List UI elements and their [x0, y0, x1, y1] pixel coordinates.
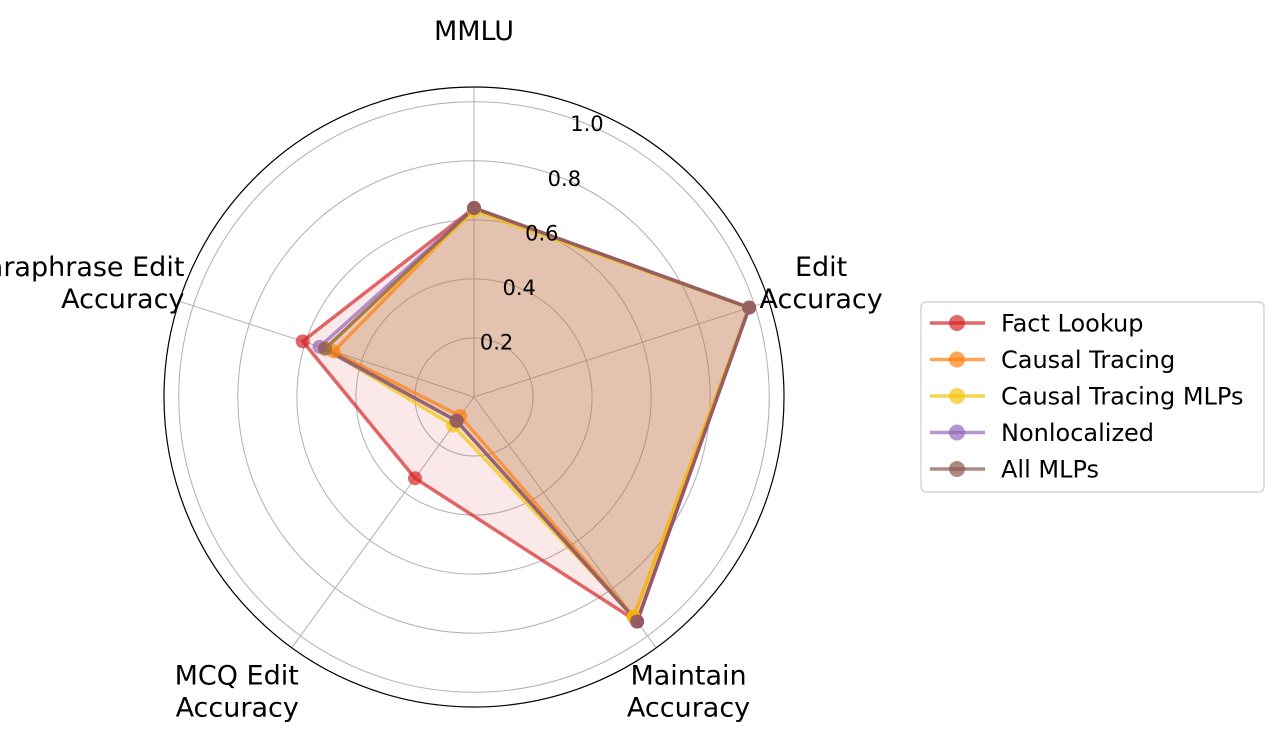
- polar-frame: [163, 86, 785, 708]
- legend-label-causal-tracing: Causal Tracing: [1001, 346, 1175, 374]
- data-point-all-mlps-3: [630, 614, 645, 629]
- data-point-fact-lookup-4: [407, 471, 422, 486]
- r-tick-label: 1.0: [570, 112, 603, 136]
- axis-label-3: Maintain Accuracy: [627, 660, 750, 723]
- spoke-2: [473, 300, 769, 398]
- r-tick-label: 0.6: [525, 221, 558, 245]
- series-fill-nonlocalized: [319, 208, 750, 622]
- data-point-fact-lookup-5: [295, 334, 310, 349]
- axis-label-4: MCQ Edit Accuracy: [175, 660, 299, 723]
- legend-label-fact-lookup: Fact Lookup: [1001, 310, 1143, 338]
- series-fill-causal-tracing: [333, 208, 750, 617]
- data-point-all-mlps-1: [467, 201, 481, 216]
- legend-marker-all-mlps: [949, 461, 965, 477]
- series-lines: [300, 206, 751, 624]
- axis-label-1: MMLU: [434, 16, 514, 47]
- data-point-all-mlps-5: [318, 341, 333, 356]
- legend-label-nonlocalized: Nonlocalized: [1001, 419, 1154, 447]
- legend: Fact Lookup Causal Tracing Causal Tracing …: [920, 301, 1265, 493]
- series-fill-fact-lookup: [302, 208, 750, 622]
- legend-marker-causal-tracing: [949, 351, 965, 368]
- legend-label-causal-tracing-mlps: Causal Tracing MLPs: [1001, 383, 1243, 411]
- series-fills: [302, 208, 750, 622]
- data-point-all-mlps-4: [449, 413, 464, 428]
- series-points: [295, 201, 757, 629]
- axis-labels: MMLU Edit Accuracy Maintain Accuracy MCQ Edit…: [0, 16, 883, 723]
- legend-marker-nonlocalized: [949, 424, 965, 441]
- radial-tick-labels: 0.2 0.4 0.6 0.8 1.0: [480, 112, 604, 354]
- spoke-4: [291, 396, 475, 649]
- r-tick-label: 0.2: [480, 330, 513, 354]
- axis-label-2: Edit Accuracy: [759, 252, 882, 315]
- data-point-all-mlps-2: [742, 300, 757, 315]
- legend-marker-fact-lookup: [949, 315, 965, 331]
- r-tick-label: 0.4: [502, 276, 535, 300]
- series-fill-causal-tracing-mlps: [325, 211, 750, 617]
- series-fill-all-mlps: [325, 208, 750, 622]
- legend-label-all-mlps: All MLPs: [1001, 456, 1099, 484]
- r-tick-label: 0.8: [548, 167, 581, 191]
- legend-marker-causal-tracing-mlps: [949, 388, 965, 404]
- series-line-all-mlps: [323, 206, 751, 624]
- legend-frame: [920, 301, 1265, 493]
